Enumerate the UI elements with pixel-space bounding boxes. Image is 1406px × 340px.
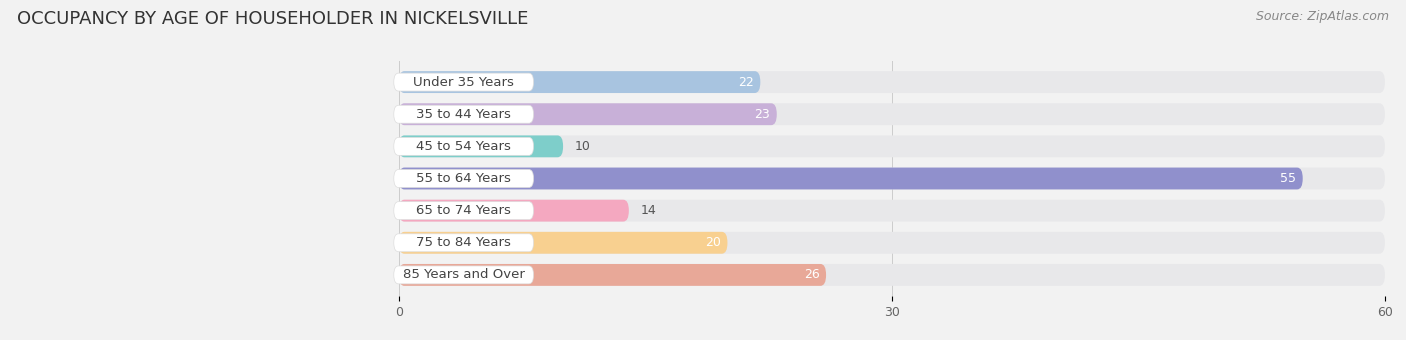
FancyBboxPatch shape	[399, 232, 727, 254]
Text: 14: 14	[640, 204, 657, 217]
Text: 85 Years and Over: 85 Years and Over	[402, 268, 524, 282]
Text: 65 to 74 Years: 65 to 74 Years	[416, 204, 512, 217]
Text: 26: 26	[804, 268, 820, 282]
FancyBboxPatch shape	[394, 105, 533, 123]
FancyBboxPatch shape	[399, 264, 827, 286]
Text: 55 to 64 Years: 55 to 64 Years	[416, 172, 512, 185]
FancyBboxPatch shape	[394, 202, 533, 220]
FancyBboxPatch shape	[394, 234, 533, 252]
Text: 22: 22	[738, 75, 754, 89]
Text: 20: 20	[704, 236, 721, 249]
FancyBboxPatch shape	[394, 137, 533, 155]
Text: 23: 23	[755, 108, 770, 121]
Text: 55: 55	[1279, 172, 1296, 185]
FancyBboxPatch shape	[399, 135, 562, 157]
FancyBboxPatch shape	[399, 200, 628, 222]
Text: OCCUPANCY BY AGE OF HOUSEHOLDER IN NICKELSVILLE: OCCUPANCY BY AGE OF HOUSEHOLDER IN NICKE…	[17, 10, 529, 28]
FancyBboxPatch shape	[399, 232, 1385, 254]
Text: 10: 10	[575, 140, 591, 153]
FancyBboxPatch shape	[399, 135, 1385, 157]
Text: Source: ZipAtlas.com: Source: ZipAtlas.com	[1256, 10, 1389, 23]
FancyBboxPatch shape	[399, 264, 1385, 286]
FancyBboxPatch shape	[399, 168, 1385, 189]
Text: 75 to 84 Years: 75 to 84 Years	[416, 236, 512, 249]
Text: Under 35 Years: Under 35 Years	[413, 75, 515, 89]
FancyBboxPatch shape	[394, 73, 533, 91]
FancyBboxPatch shape	[399, 71, 761, 93]
FancyBboxPatch shape	[399, 200, 1385, 222]
FancyBboxPatch shape	[399, 103, 776, 125]
FancyBboxPatch shape	[399, 71, 1385, 93]
FancyBboxPatch shape	[399, 168, 1303, 189]
FancyBboxPatch shape	[394, 170, 533, 187]
Text: 45 to 54 Years: 45 to 54 Years	[416, 140, 512, 153]
FancyBboxPatch shape	[399, 103, 1385, 125]
FancyBboxPatch shape	[394, 266, 533, 284]
Text: 35 to 44 Years: 35 to 44 Years	[416, 108, 512, 121]
